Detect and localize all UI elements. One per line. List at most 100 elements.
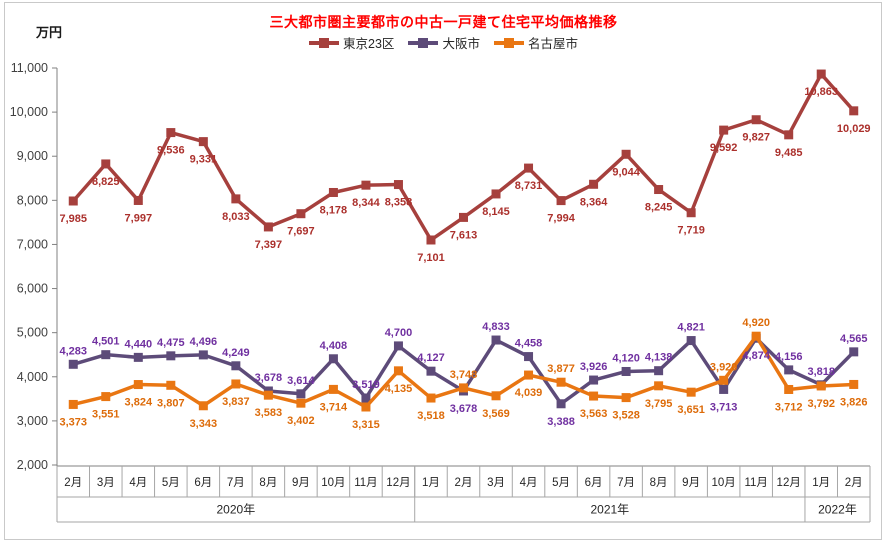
- series-marker: [816, 69, 826, 79]
- series-marker: [231, 379, 241, 389]
- data-label: 8,145: [482, 206, 510, 218]
- data-label: 7,985: [59, 213, 87, 225]
- data-label: 7,719: [677, 225, 705, 237]
- series-marker: [166, 128, 176, 138]
- data-label: 8,245: [645, 202, 673, 214]
- chart-title: 三大都市圏主要都市の中古一戸建て住宅平均価格推移: [269, 14, 618, 30]
- data-label: 3,528: [612, 410, 640, 422]
- series-marker: [361, 393, 371, 403]
- series-marker: [68, 359, 78, 369]
- month-label: 7月: [227, 477, 245, 489]
- data-label: 3,569: [482, 408, 510, 420]
- y-tick-label: 2,000: [17, 458, 48, 472]
- month-label: 4月: [520, 477, 538, 489]
- month-label: 10月: [712, 477, 736, 489]
- series-marker: [491, 189, 501, 199]
- data-label: 4,874: [742, 350, 770, 362]
- data-label: 10,029: [837, 123, 871, 135]
- data-label: 3,551: [92, 409, 120, 421]
- series-marker: [491, 335, 501, 345]
- data-label: 4,283: [59, 345, 87, 357]
- series-marker: [361, 180, 371, 190]
- series-marker: [849, 347, 859, 357]
- data-label: 4,120: [612, 352, 640, 364]
- chart-legend: 東京23区 大阪市 名古屋市: [0, 33, 887, 52]
- series-marker: [459, 212, 468, 222]
- series-marker: [556, 377, 566, 387]
- month-label: 8月: [259, 477, 277, 489]
- data-label: 4,127: [417, 352, 445, 364]
- series-marker: [133, 352, 143, 362]
- series-marker: [784, 130, 794, 140]
- data-label: 4,565: [840, 333, 868, 345]
- series-marker: [751, 331, 761, 341]
- data-label: 4,138: [645, 352, 673, 364]
- series-marker: [589, 391, 599, 401]
- series-marker: [426, 393, 436, 403]
- month-label: 2月: [455, 477, 473, 489]
- legend-line-marker-icon: [408, 37, 439, 48]
- data-label: 3,818: [807, 366, 835, 378]
- month-label: 11月: [354, 477, 377, 489]
- series-marker: [589, 375, 599, 385]
- data-label: 7,101: [417, 252, 445, 264]
- series-marker: [296, 389, 306, 399]
- data-label: 9,044: [612, 166, 640, 178]
- series-marker: [231, 361, 241, 371]
- series-marker: [719, 125, 729, 135]
- data-label: 4,821: [677, 322, 705, 334]
- data-label: 3,583: [255, 407, 283, 419]
- series-marker: [751, 115, 761, 125]
- legend-label: 大阪市: [442, 37, 480, 51]
- series-marker: [231, 194, 241, 204]
- legend-line-marker-icon: [493, 37, 524, 48]
- y-tick-label: 10,000: [10, 105, 48, 119]
- month-label: 6月: [194, 477, 212, 489]
- legend-item-1: 大阪市: [408, 33, 480, 52]
- data-label: 4,249: [222, 347, 250, 359]
- month-label: 12月: [777, 477, 801, 489]
- data-label: 4,440: [125, 338, 153, 350]
- series-marker: [328, 354, 338, 364]
- series-marker: [198, 137, 208, 147]
- series-marker: [68, 399, 78, 409]
- month-label: 12月: [386, 477, 410, 489]
- month-label: 9月: [292, 477, 310, 489]
- data-label: 4,700: [385, 327, 413, 339]
- data-label: 3,343: [190, 418, 218, 430]
- data-label: 3,926: [580, 361, 608, 373]
- data-label: 10,863: [804, 86, 838, 98]
- month-label: 4月: [129, 477, 147, 489]
- legend-label: 名古屋市: [527, 37, 578, 51]
- month-label: 2月: [64, 477, 82, 489]
- series-marker: [393, 341, 403, 351]
- month-label: 1月: [422, 477, 440, 489]
- series-marker: [198, 401, 208, 411]
- data-label: 4,501: [92, 336, 120, 348]
- y-tick-label: 3,000: [17, 414, 48, 428]
- month-label: 8月: [650, 477, 668, 489]
- data-label: 8,178: [320, 204, 348, 216]
- y-tick-label: 8,000: [17, 193, 48, 207]
- month-label: 7月: [617, 477, 635, 489]
- series-2-labels: 3,373 3,551 3,824 3,807 3,343 3,837 3,583 3,402…: [59, 317, 867, 431]
- data-label: 3,563: [580, 408, 608, 420]
- series-marker: [849, 379, 859, 389]
- series-marker: [686, 336, 696, 346]
- data-label: 8,344: [352, 197, 380, 209]
- series-marker: [101, 159, 111, 169]
- series-marker: [133, 380, 143, 390]
- series-marker: [166, 380, 176, 390]
- month-label: 6月: [585, 477, 603, 489]
- month-label: 5月: [552, 477, 570, 489]
- data-label: 8,033: [222, 211, 250, 223]
- data-label: 3,748: [450, 369, 478, 381]
- series-marker: [686, 387, 696, 397]
- data-label: 3,614: [287, 375, 315, 387]
- data-label: 3,373: [59, 416, 87, 428]
- data-label: 3,402: [287, 415, 315, 427]
- month-label: 11月: [744, 477, 767, 489]
- series-marker: [68, 196, 78, 206]
- data-label: 3,315: [352, 419, 380, 431]
- data-label: 3,388: [547, 416, 575, 428]
